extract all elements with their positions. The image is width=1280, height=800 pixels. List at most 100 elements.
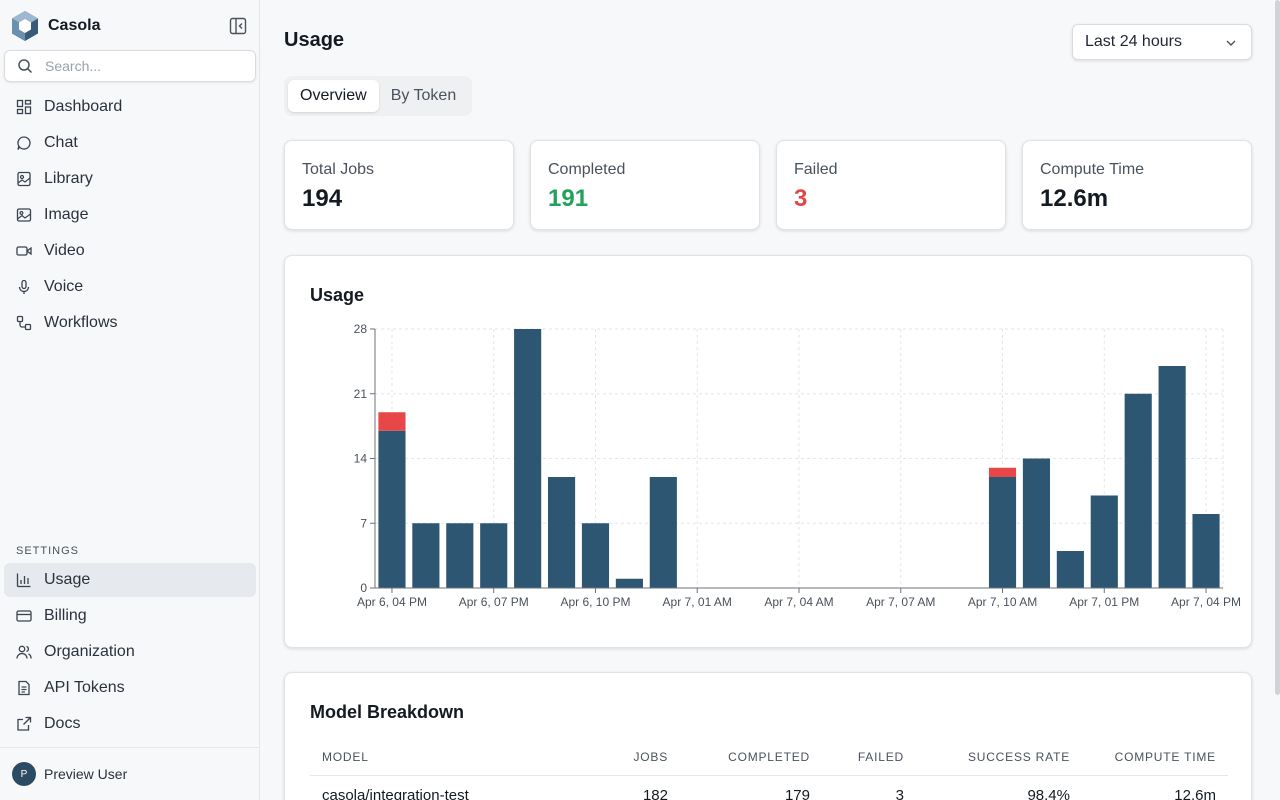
- brand-name: Casola: [48, 17, 101, 34]
- sidebar: Casola Dashboard Chat Library Image: [0, 0, 260, 800]
- users-icon: [16, 645, 32, 659]
- sidebar-item-label: API Tokens: [44, 679, 125, 696]
- view-tabs: Overview By Token: [284, 76, 473, 116]
- mic-icon: [18, 279, 30, 294]
- sidebar-item-organization[interactable]: Organization: [4, 635, 256, 669]
- library-icon: [17, 171, 31, 187]
- tab-overview[interactable]: Overview: [288, 80, 379, 112]
- table-title: Model Breakdown: [310, 702, 465, 722]
- stat-card-failed: Failed 3: [776, 140, 1006, 230]
- x-tick-label: Apr 6, 10 PM: [560, 595, 630, 609]
- stat-card-compute-time: Compute Time 12.6m: [1022, 140, 1252, 230]
- bar-completed: [514, 329, 542, 588]
- cell-failed: 3: [895, 786, 904, 800]
- bar-completed: [480, 523, 508, 588]
- sidebar-item-chat[interactable]: Chat: [4, 126, 256, 160]
- x-tick-label: Apr 7, 04 AM: [764, 595, 833, 609]
- sidebar-item-docs[interactable]: Docs: [4, 707, 256, 741]
- sidebar-item-workflows[interactable]: Workflows: [4, 306, 256, 340]
- x-tick-label: Apr 7, 07 AM: [866, 595, 935, 609]
- bar-completed: [1090, 495, 1118, 588]
- file-text-icon: [18, 680, 30, 696]
- y-tick-label: 7: [360, 516, 367, 530]
- bar-completed: [581, 523, 610, 588]
- sidebar-item-label: Organization: [44, 643, 135, 660]
- bar-completed: [615, 578, 643, 588]
- chat-icon: [17, 136, 31, 150]
- chart-title: Usage: [310, 285, 365, 305]
- x-tick-label: Apr 6, 04 PM: [357, 595, 427, 609]
- x-tick-label: Apr 6, 07 PM: [459, 595, 529, 609]
- stat-label: Total Jobs: [302, 161, 375, 178]
- column-header[interactable]: COMPUTE TIME: [1114, 749, 1216, 764]
- model-breakdown-card: Model Breakdown MODEL JOBS COMPLETED FAI…: [284, 672, 1252, 800]
- external-link-icon: [17, 716, 32, 731]
- avatar: P: [12, 762, 36, 786]
- y-tick-label: 21: [354, 387, 368, 401]
- tab-by-token[interactable]: By Token: [390, 87, 457, 104]
- bar-completed: [1056, 551, 1084, 588]
- sidebar-item-video[interactable]: Video: [4, 234, 256, 268]
- sidebar-item-billing[interactable]: Billing: [4, 599, 256, 633]
- sidebar-item-image[interactable]: Image: [4, 198, 256, 232]
- time-range-value: Last 24 hours: [1085, 33, 1182, 50]
- column-header[interactable]: MODEL: [322, 749, 369, 764]
- cell-compute-time: 12.6m: [1174, 786, 1216, 800]
- search-input[interactable]: [45, 58, 245, 74]
- time-range-select[interactable]: Last 24 hours: [1072, 24, 1252, 60]
- column-header[interactable]: COMPLETED: [728, 749, 810, 764]
- user-menu[interactable]: P Preview User: [0, 747, 259, 800]
- sidebar-item-api-tokens[interactable]: API Tokens: [4, 671, 256, 705]
- x-tick-label: Apr 7, 01 PM: [1069, 595, 1139, 609]
- bar-failed: [378, 412, 406, 431]
- bar-completed: [446, 523, 474, 588]
- sidebar-item-label: Docs: [44, 715, 81, 732]
- stat-value: 191: [548, 185, 589, 212]
- column-header[interactable]: FAILED: [857, 749, 904, 764]
- sidebar-item-label: Library: [44, 170, 93, 187]
- usage-bar-chart: 0 7 14 21 28 Apr 6, 04 PM Apr 6, 07 PM Apr 6, 1…: [354, 322, 1241, 609]
- column-header[interactable]: JOBS: [633, 749, 668, 764]
- page-scrollbar[interactable]: [1275, 0, 1280, 695]
- bar-completed: [547, 477, 576, 588]
- stat-value: 194: [302, 185, 343, 212]
- sidebar-item-label: Image: [44, 206, 89, 223]
- bar-completed: [378, 430, 406, 588]
- sidebar-item-label: Voice: [44, 278, 84, 295]
- sidebar-collapse-icon[interactable]: [229, 17, 247, 35]
- stat-label: Failed: [794, 161, 838, 178]
- cell-model: casola/integration-test: [322, 786, 469, 800]
- cell-success-rate: 98.4%: [1027, 786, 1070, 800]
- table-row[interactable]: casola/integration-test 182 179 3 98.4% …: [310, 776, 1228, 800]
- sidebar-item-library[interactable]: Library: [4, 162, 256, 196]
- user-name: Preview User: [44, 766, 128, 782]
- bar-completed: [1158, 366, 1186, 588]
- bar-completed: [412, 523, 440, 588]
- stat-value: 12.6m: [1040, 185, 1109, 212]
- sidebar-item-usage[interactable]: Usage: [4, 563, 256, 597]
- brand[interactable]: Casola: [10, 10, 100, 42]
- settings-section-label: SETTINGS: [16, 545, 80, 557]
- stat-label: Compute Time: [1040, 161, 1145, 178]
- bar-chart-icon: [16, 573, 31, 588]
- bar-completed: [649, 477, 677, 588]
- image-icon: [16, 208, 32, 222]
- cell-jobs: 182: [642, 786, 668, 800]
- video-icon: [16, 246, 32, 256]
- sidebar-item-label: Workflows: [44, 314, 118, 331]
- sidebar-item-voice[interactable]: Voice: [4, 270, 256, 304]
- main-content: Usage Last 24 hours Overview By Token To…: [260, 0, 1280, 800]
- model-breakdown-table: MODEL JOBS COMPLETED FAILED SUCCESS RATE…: [310, 738, 1228, 800]
- search-icon: [18, 59, 33, 74]
- search-box[interactable]: [4, 50, 256, 82]
- cell-completed: 179: [784, 786, 810, 800]
- settings-nav: Usage Billing Organization API Tokens Do…: [4, 563, 256, 743]
- sidebar-item-label: Usage: [44, 571, 91, 588]
- bar-completed: [988, 477, 1017, 588]
- x-tick-label: Apr 7, 10 AM: [968, 595, 1037, 609]
- y-tick-label: 0: [360, 581, 367, 595]
- x-tick-label: Apr 7, 01 AM: [663, 595, 732, 609]
- chevron-down-icon: [1226, 40, 1236, 46]
- sidebar-item-dashboard[interactable]: Dashboard: [4, 90, 256, 124]
- column-header[interactable]: SUCCESS RATE: [967, 749, 1070, 764]
